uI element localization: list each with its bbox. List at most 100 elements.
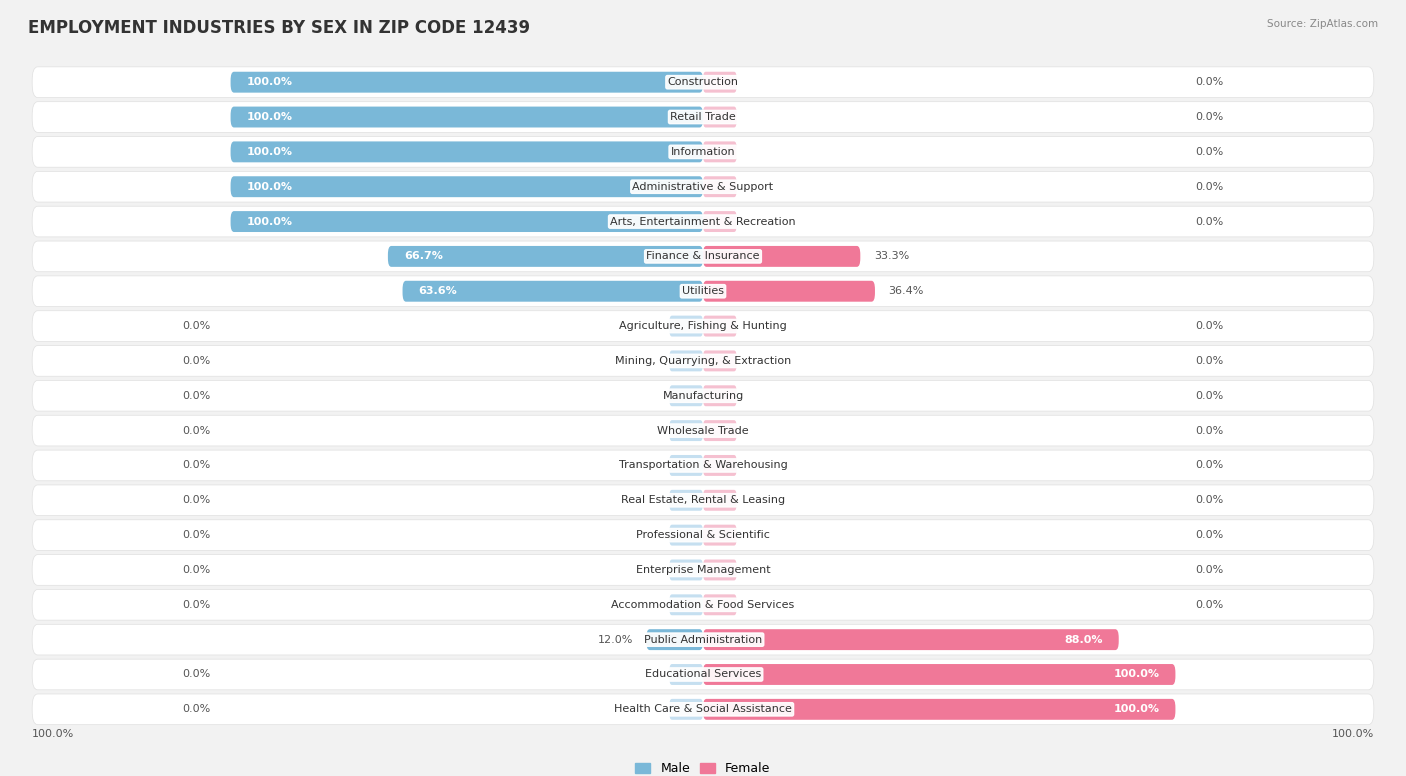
Text: Mining, Quarrying, & Extraction: Mining, Quarrying, & Extraction	[614, 356, 792, 366]
Text: Finance & Insurance: Finance & Insurance	[647, 251, 759, 262]
FancyBboxPatch shape	[32, 625, 1374, 655]
FancyBboxPatch shape	[32, 659, 1374, 690]
FancyBboxPatch shape	[669, 386, 703, 406]
Text: Enterprise Management: Enterprise Management	[636, 565, 770, 575]
FancyBboxPatch shape	[703, 211, 737, 232]
FancyBboxPatch shape	[32, 380, 1374, 411]
Text: 0.0%: 0.0%	[183, 530, 211, 540]
Text: 12.0%: 12.0%	[598, 635, 633, 645]
Text: 0.0%: 0.0%	[183, 391, 211, 400]
FancyBboxPatch shape	[703, 525, 737, 546]
Text: 100.0%: 100.0%	[247, 217, 292, 227]
FancyBboxPatch shape	[703, 559, 737, 580]
Text: EMPLOYMENT INDUSTRIES BY SEX IN ZIP CODE 12439: EMPLOYMENT INDUSTRIES BY SEX IN ZIP CODE…	[28, 19, 530, 37]
FancyBboxPatch shape	[703, 176, 737, 197]
FancyBboxPatch shape	[32, 694, 1374, 725]
Text: 0.0%: 0.0%	[1195, 425, 1223, 435]
Text: 100.0%: 100.0%	[1114, 670, 1159, 680]
FancyBboxPatch shape	[32, 520, 1374, 550]
FancyBboxPatch shape	[669, 664, 703, 685]
Text: Retail Trade: Retail Trade	[671, 112, 735, 122]
FancyBboxPatch shape	[703, 106, 737, 127]
Text: 0.0%: 0.0%	[1195, 495, 1223, 505]
FancyBboxPatch shape	[669, 594, 703, 615]
FancyBboxPatch shape	[669, 559, 703, 580]
FancyBboxPatch shape	[703, 664, 1175, 685]
Text: Administrative & Support: Administrative & Support	[633, 182, 773, 192]
Text: 0.0%: 0.0%	[1195, 460, 1223, 470]
FancyBboxPatch shape	[703, 71, 737, 92]
FancyBboxPatch shape	[669, 455, 703, 476]
Text: 100.0%: 100.0%	[247, 112, 292, 122]
FancyBboxPatch shape	[32, 102, 1374, 133]
FancyBboxPatch shape	[32, 485, 1374, 515]
FancyBboxPatch shape	[388, 246, 703, 267]
FancyBboxPatch shape	[231, 211, 703, 232]
Text: 0.0%: 0.0%	[183, 705, 211, 715]
Text: 100.0%: 100.0%	[32, 729, 75, 740]
Text: 0.0%: 0.0%	[1195, 356, 1223, 366]
FancyBboxPatch shape	[703, 246, 860, 267]
Legend: Male, Female: Male, Female	[630, 757, 776, 776]
FancyBboxPatch shape	[231, 106, 703, 127]
FancyBboxPatch shape	[703, 351, 737, 372]
Text: 0.0%: 0.0%	[1195, 182, 1223, 192]
Text: Accommodation & Food Services: Accommodation & Food Services	[612, 600, 794, 610]
FancyBboxPatch shape	[32, 241, 1374, 272]
Text: Public Administration: Public Administration	[644, 635, 762, 645]
Text: 0.0%: 0.0%	[1195, 565, 1223, 575]
Text: 0.0%: 0.0%	[183, 460, 211, 470]
Text: Transportation & Warehousing: Transportation & Warehousing	[619, 460, 787, 470]
Text: 100.0%: 100.0%	[247, 147, 292, 157]
FancyBboxPatch shape	[703, 281, 875, 302]
FancyBboxPatch shape	[703, 699, 1175, 720]
FancyBboxPatch shape	[402, 281, 703, 302]
FancyBboxPatch shape	[231, 71, 703, 92]
Text: Agriculture, Fishing & Hunting: Agriculture, Fishing & Hunting	[619, 321, 787, 331]
FancyBboxPatch shape	[669, 525, 703, 546]
FancyBboxPatch shape	[32, 590, 1374, 620]
FancyBboxPatch shape	[703, 386, 737, 406]
Text: 33.3%: 33.3%	[873, 251, 910, 262]
Text: 0.0%: 0.0%	[1195, 77, 1223, 87]
FancyBboxPatch shape	[669, 420, 703, 441]
FancyBboxPatch shape	[703, 455, 737, 476]
FancyBboxPatch shape	[32, 67, 1374, 98]
Text: 100.0%: 100.0%	[1331, 729, 1374, 740]
FancyBboxPatch shape	[703, 316, 737, 337]
Text: Health Care & Social Assistance: Health Care & Social Assistance	[614, 705, 792, 715]
Text: 100.0%: 100.0%	[247, 77, 292, 87]
Text: Information: Information	[671, 147, 735, 157]
Text: 0.0%: 0.0%	[1195, 147, 1223, 157]
FancyBboxPatch shape	[669, 351, 703, 372]
FancyBboxPatch shape	[703, 629, 1119, 650]
Text: 36.4%: 36.4%	[889, 286, 924, 296]
FancyBboxPatch shape	[703, 594, 737, 615]
FancyBboxPatch shape	[703, 490, 737, 511]
FancyBboxPatch shape	[32, 276, 1374, 307]
FancyBboxPatch shape	[32, 345, 1374, 376]
Text: Manufacturing: Manufacturing	[662, 391, 744, 400]
FancyBboxPatch shape	[231, 176, 703, 197]
Text: 66.7%: 66.7%	[404, 251, 443, 262]
Text: 0.0%: 0.0%	[1195, 321, 1223, 331]
FancyBboxPatch shape	[703, 420, 737, 441]
Text: 0.0%: 0.0%	[183, 495, 211, 505]
Text: Arts, Entertainment & Recreation: Arts, Entertainment & Recreation	[610, 217, 796, 227]
Text: Construction: Construction	[668, 77, 738, 87]
FancyBboxPatch shape	[669, 316, 703, 337]
Text: Wholesale Trade: Wholesale Trade	[657, 425, 749, 435]
Text: 100.0%: 100.0%	[247, 182, 292, 192]
FancyBboxPatch shape	[647, 629, 703, 650]
Text: Source: ZipAtlas.com: Source: ZipAtlas.com	[1267, 19, 1378, 29]
FancyBboxPatch shape	[669, 699, 703, 720]
Text: 0.0%: 0.0%	[183, 321, 211, 331]
FancyBboxPatch shape	[32, 310, 1374, 341]
Text: 0.0%: 0.0%	[1195, 217, 1223, 227]
Text: 0.0%: 0.0%	[1195, 391, 1223, 400]
Text: 0.0%: 0.0%	[183, 670, 211, 680]
FancyBboxPatch shape	[32, 137, 1374, 167]
FancyBboxPatch shape	[32, 450, 1374, 481]
FancyBboxPatch shape	[669, 490, 703, 511]
Text: 0.0%: 0.0%	[1195, 530, 1223, 540]
